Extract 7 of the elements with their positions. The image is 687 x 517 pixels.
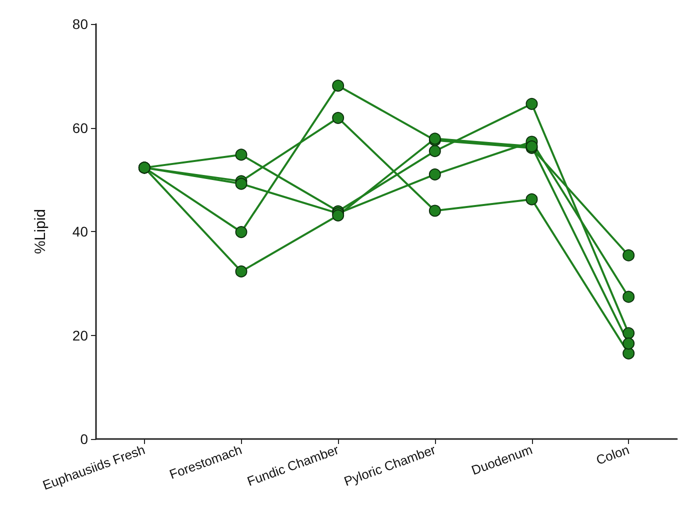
y-tick-label: 0 xyxy=(80,431,88,447)
y-tick-label: 80 xyxy=(72,16,88,32)
y-axis-title: %Lipid xyxy=(32,208,49,254)
y-tick-label: 20 xyxy=(72,327,88,344)
y-tick-label: 60 xyxy=(72,120,88,136)
y-tick-label: 40 xyxy=(72,224,88,240)
x-tick-label: Colon xyxy=(594,442,632,468)
